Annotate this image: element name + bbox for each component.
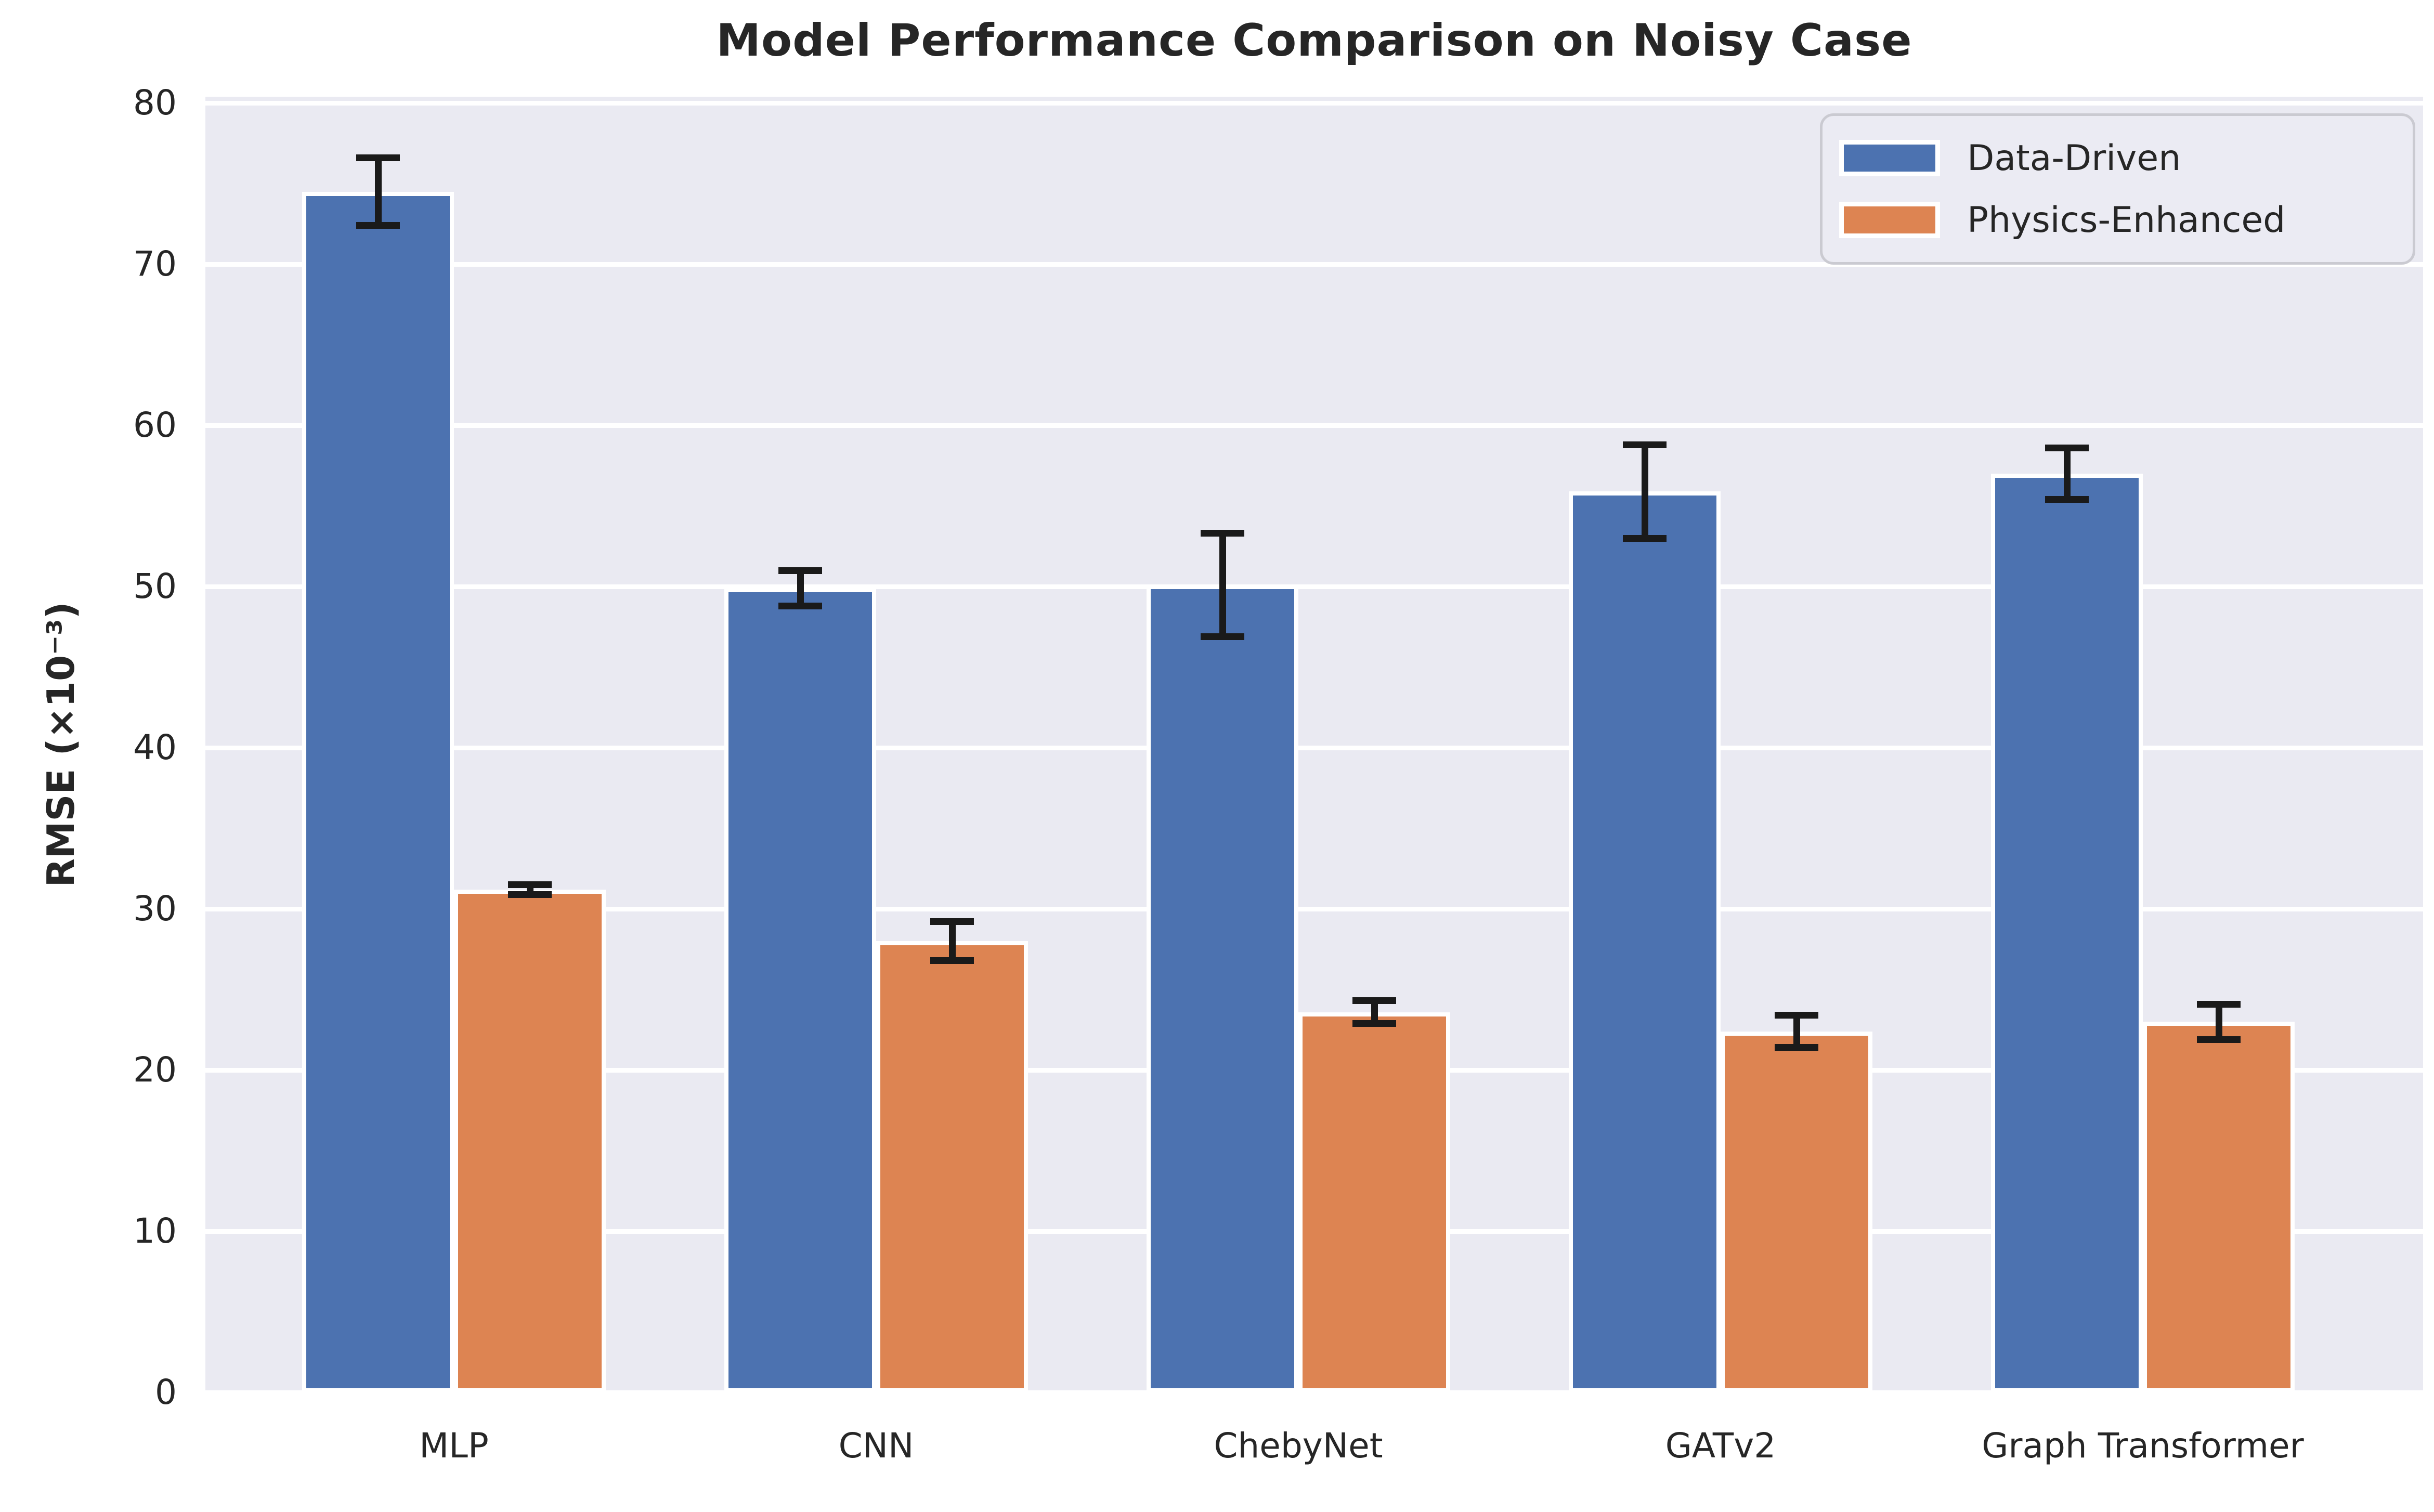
xtick-label-mlp: MLP [419,1426,489,1466]
xtick-label-graph-transformer: Graph Transformer [1982,1426,2304,1466]
ytick-label-40: 40 [133,727,177,768]
legend-label-data-driven: Data-Driven [1967,137,2181,179]
gridline-70 [205,262,2423,267]
errorbar-cap-bottom-physics-enhanced-gatv2 [1775,1044,1818,1051]
errorbar-cap-top-physics-enhanced-chebynet [1352,997,1396,1005]
gridline-50 [205,584,2423,589]
errorbar-cap-top-physics-enhanced-gatv2 [1775,1012,1818,1019]
errorbar-cap-bottom-data-driven-chebynet [1201,633,1244,640]
gridline-40 [205,745,2423,750]
ytick-label-0: 0 [155,1372,177,1412]
bar-data-driven-gatv2 [1569,491,1721,1392]
xtick-label-cnn: CNN [838,1426,914,1466]
gridline-80 [205,100,2423,106]
ytick-label-70: 70 [133,244,177,284]
legend-label-physics-enhanced: Physics-Enhanced [1967,199,2286,241]
errorbar-cap-top-physics-enhanced-mlp [508,881,552,889]
legend-entry-data-driven: Data-Driven [1839,135,2392,181]
ytick-label-50: 50 [133,566,177,607]
plot-area [205,97,2423,1395]
errorbar-line-physics-enhanced-graph-transformer [2215,1004,2222,1040]
bar-data-driven-chebynet [1147,585,1298,1392]
bar-physics-enhanced-chebynet [1298,1012,1450,1392]
legend-entry-physics-enhanced: Physics-Enhanced [1839,197,2392,243]
chart-title: Model Performance Comparison on Noisy Ca… [716,15,1912,67]
errorbar-cap-top-physics-enhanced-cnn [930,918,974,926]
errorbar-cap-bottom-physics-enhanced-chebynet [1352,1020,1396,1027]
ytick-label-20: 20 [133,1050,177,1090]
errorbar-line-physics-enhanced-gatv2 [1793,1015,1800,1048]
bar-physics-enhanced-cnn [876,941,1028,1392]
errorbar-line-physics-enhanced-chebynet [1371,1000,1378,1024]
legend: Data-Driven Physics-Enhanced [1820,113,2415,265]
xtick-label-gatv2: GATv2 [1665,1426,1776,1466]
errorbar-cap-top-data-driven-graph-transformer [2045,445,2089,452]
errorbar-cap-top-data-driven-chebynet [1201,530,1244,537]
ytick-label-10: 10 [133,1211,177,1252]
errorbar-line-data-driven-mlp [374,158,382,226]
bar-physics-enhanced-mlp [454,889,606,1392]
errorbar-cap-bottom-data-driven-graph-transformer [2045,496,2089,503]
errorbar-cap-bottom-data-driven-gatv2 [1623,535,1667,542]
errorbar-cap-bottom-data-driven-mlp [356,222,400,229]
bar-data-driven-cnn [724,588,876,1392]
legend-swatch-physics-enhanced [1839,202,1940,238]
errorbar-cap-top-data-driven-cnn [778,567,822,574]
gridline-30 [205,906,2423,911]
gridline-0 [205,1390,2423,1395]
errorbar-cap-bottom-physics-enhanced-mlp [508,891,552,898]
errorbar-line-data-driven-chebynet [1219,533,1226,637]
bar-data-driven-graph-transformer [1991,474,2143,1392]
errorbar-line-data-driven-cnn [797,570,804,606]
errorbar-cap-top-data-driven-mlp [356,154,400,162]
errorbar-cap-top-data-driven-gatv2 [1623,441,1667,448]
bar-data-driven-mlp [302,191,454,1392]
errorbar-cap-bottom-data-driven-cnn [778,602,822,609]
bar-physics-enhanced-graph-transformer [2143,1022,2295,1392]
errorbar-line-data-driven-graph-transformer [2063,448,2071,500]
errorbar-line-data-driven-gatv2 [1641,445,1648,539]
legend-swatch-data-driven [1839,140,1940,176]
xtick-label-chebynet: ChebyNet [1214,1426,1383,1466]
ytick-label-80: 80 [133,83,177,123]
errorbar-cap-bottom-physics-enhanced-graph-transformer [2197,1036,2241,1043]
ytick-label-60: 60 [133,405,177,446]
errorbar-line-physics-enhanced-cnn [948,921,956,961]
errorbar-cap-top-physics-enhanced-graph-transformer [2197,1000,2241,1008]
bar-physics-enhanced-gatv2 [1721,1031,1872,1392]
ytick-label-30: 30 [133,889,177,929]
gridline-60 [205,423,2423,428]
errorbar-cap-bottom-physics-enhanced-cnn [930,957,974,964]
